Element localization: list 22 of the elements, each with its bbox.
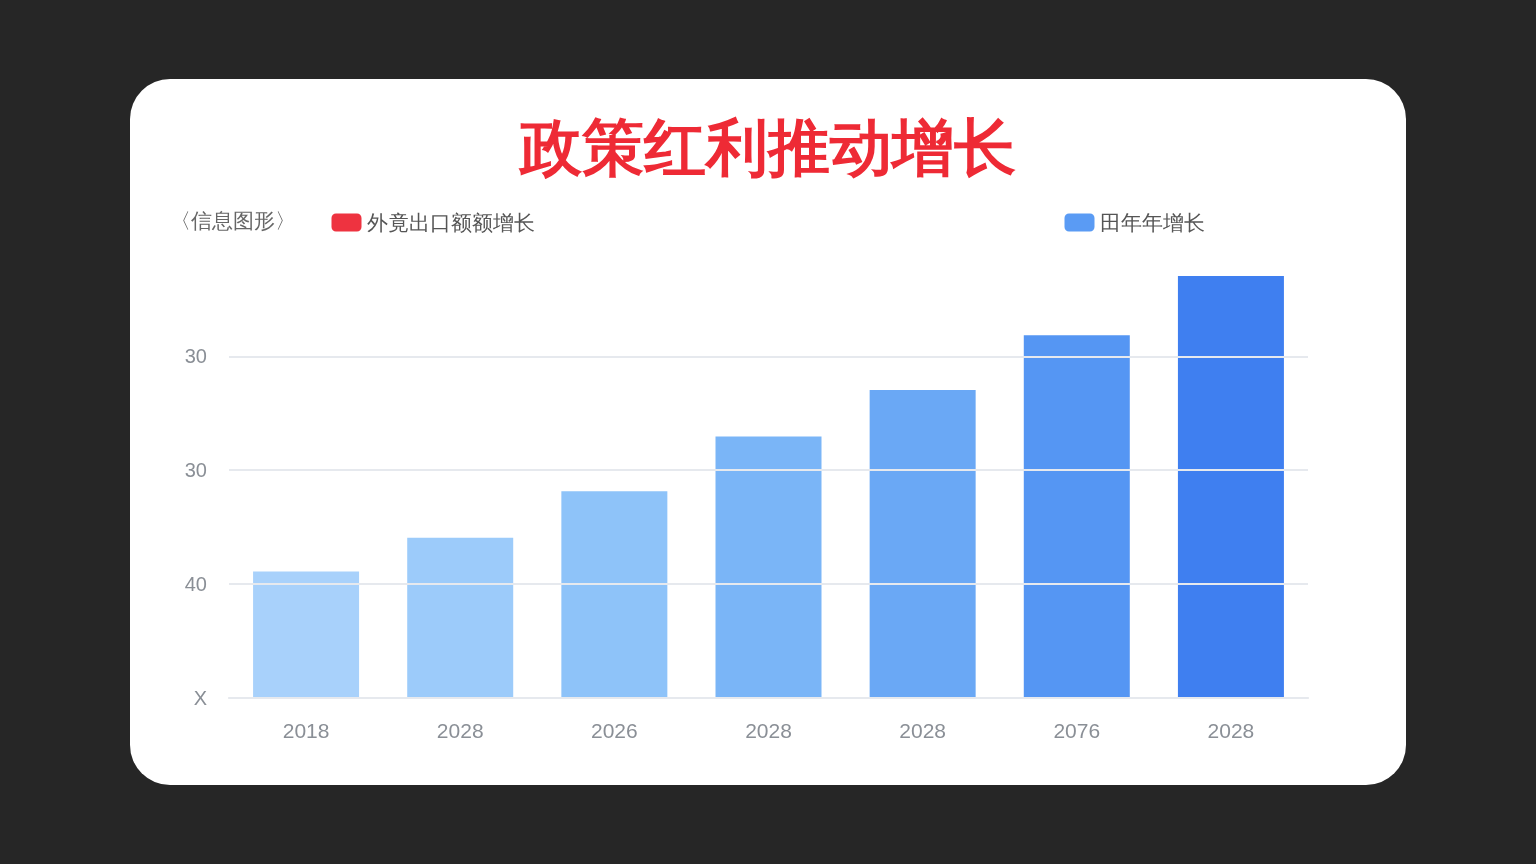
x-tick-label: 2028 <box>745 719 792 742</box>
legend-label: 田年年增长 <box>1099 211 1205 234</box>
bar <box>1023 335 1130 698</box>
x-tick-label: 2028 <box>1207 719 1255 742</box>
x-tick-label: 2026 <box>591 719 638 742</box>
x-tick-label: 2076 <box>1053 719 1101 742</box>
bar <box>561 491 668 698</box>
x-tick-label: 2028 <box>899 719 946 742</box>
legend-label: 外竟出口额额增长 <box>366 211 535 234</box>
bar <box>869 390 976 698</box>
bar <box>407 537 514 698</box>
bar <box>715 436 822 698</box>
text: 40 <box>184 573 207 596</box>
text: 30 <box>184 459 207 482</box>
text: 〈信息图形〉 <box>170 209 296 232</box>
bar <box>253 571 360 698</box>
text: 30 <box>184 345 207 368</box>
chart-title: 政策红利推动增长 <box>518 112 1016 182</box>
bar <box>1177 276 1284 698</box>
x-tick-label: 2028 <box>436 719 484 742</box>
text: X <box>193 687 207 709</box>
x-tick-label: 2018 <box>282 719 330 742</box>
